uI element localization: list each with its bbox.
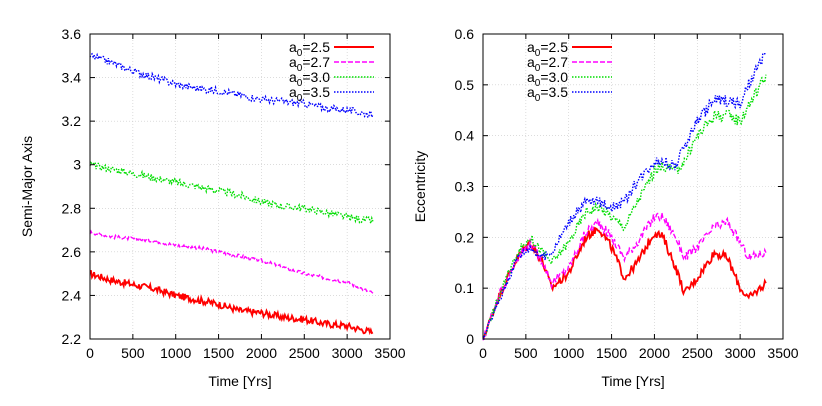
y-tick-label: 0.4 (455, 128, 475, 144)
y-tick-label: 2.4 (62, 287, 82, 303)
x-tick-label: 2000 (246, 345, 277, 361)
series-line-a0-2.7 (482, 212, 767, 341)
y-tick-label: 3.6 (62, 26, 82, 42)
x-tick-label: 3000 (332, 345, 363, 361)
x-tick-label: 2500 (682, 345, 713, 361)
x-axis-label: Time [Yrs] (208, 373, 271, 389)
y-tick-label: 0 (466, 331, 474, 347)
y-tick-label: 0.5 (455, 77, 475, 93)
y-tick-label: 3.4 (62, 70, 82, 86)
series-line-a0-3.0 (89, 161, 374, 224)
legend-label: a0=2.7 (527, 54, 568, 74)
x-tick-label: 1000 (160, 345, 191, 361)
x-tick-label: 0 (86, 345, 94, 361)
y-tick-label: 0.6 (455, 26, 475, 42)
y-tick-label: 0.2 (455, 229, 475, 245)
x-tick-label: 2000 (639, 345, 670, 361)
x-tick-label: 500 (514, 345, 538, 361)
series-line-a0-3.5 (89, 52, 374, 120)
legend-label: a0=3.0 (289, 69, 330, 89)
y-tick-label: 3.2 (62, 113, 82, 129)
x-tick-label: 1500 (596, 345, 627, 361)
eccentricity-panel: 0 500 1000 1500 2000 2500 3000 3500 0 0.1 0.2 0.3 0.… (412, 26, 799, 389)
x-tick-label: 1500 (203, 345, 234, 361)
series-line-a0-2.5 (89, 270, 374, 336)
legend-label: a0=2.5 (289, 39, 330, 59)
series-line-a0-2.5 (482, 226, 767, 340)
legend-label: a0=3.5 (289, 84, 330, 104)
y-tick-label: 2.2 (62, 331, 82, 347)
series-line-a0-3.5 (482, 52, 767, 340)
y-axis-label: Eccentricity (412, 151, 428, 223)
y-tick-label: 2.8 (62, 200, 82, 216)
x-tick-label: 3000 (725, 345, 756, 361)
x-tick-label: 500 (121, 345, 145, 361)
y-tick-label: 0.3 (455, 179, 475, 195)
x-axis-label: Time [Yrs] (601, 373, 664, 389)
y-tick-label: 2.6 (62, 244, 82, 260)
legend-label: a0=2.7 (289, 54, 330, 74)
series-line-a0-2.7 (89, 229, 374, 294)
x-tick-label: 0 (479, 345, 487, 361)
legend-label: a0=3.0 (527, 69, 568, 89)
x-tick-label: 3500 (374, 345, 405, 361)
legend-label: a0=2.5 (527, 39, 568, 59)
y-axis-label: Semi-Major Axis (19, 136, 35, 237)
plot-frame (89, 33, 391, 340)
x-tick-label: 2500 (289, 345, 320, 361)
y-tick-label: 3 (73, 157, 81, 173)
legend-label: a0=3.5 (527, 84, 568, 104)
series-line-a0-3.0 (482, 74, 767, 340)
y-tick-label: 0.1 (455, 280, 475, 296)
x-tick-label: 3500 (767, 345, 798, 361)
x-tick-label: 1000 (553, 345, 584, 361)
semi-major-axis-panel: 0 500 1000 1500 2000 2500 3000 3500 2.2 2.4 2.6 2.8… (19, 26, 406, 389)
